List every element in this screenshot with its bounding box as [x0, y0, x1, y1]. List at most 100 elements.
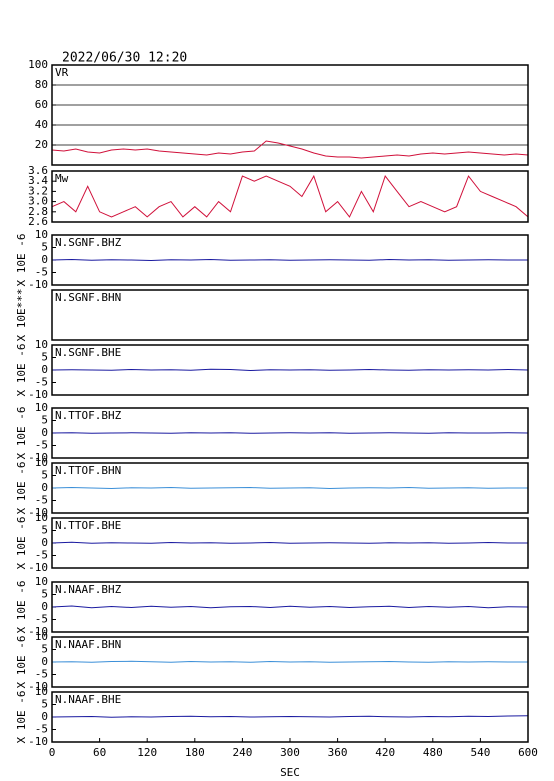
panel-label: N.NAAF.BHZ	[55, 583, 122, 596]
y-tick-label: 5	[41, 643, 48, 656]
x-tick-label: 180	[185, 746, 205, 759]
y-tick-label: -10	[28, 735, 48, 748]
y-tick-label: 0	[41, 536, 48, 549]
panel-frame	[51, 344, 529, 396]
panel-label: N.TTOF.BHN	[55, 464, 121, 477]
y-tick-label: 2.6	[28, 215, 48, 228]
panel-label: N.SGNF.BHZ	[55, 236, 122, 249]
y-tick-label: 5	[41, 241, 48, 254]
y-tick-label: 10	[35, 630, 48, 643]
y-tick-label: 5	[41, 588, 48, 601]
panel-frame	[51, 407, 529, 459]
panel-frame	[51, 636, 529, 688]
y-axis-label: X 10E -6	[15, 636, 28, 689]
x-tick-label: 120	[137, 746, 157, 759]
y-axis-label: X 10E -6	[15, 462, 28, 515]
data-line	[51, 258, 528, 262]
y-tick-label: -5	[35, 723, 48, 736]
y-tick-label: -5	[35, 549, 48, 562]
y-tick-label: 10	[35, 228, 48, 241]
y-tick-label: -5	[35, 494, 48, 507]
x-tick-label: 480	[423, 746, 443, 759]
data-line	[51, 368, 529, 372]
y-tick-label: 0	[41, 710, 48, 723]
page-title: 2022/06/30 12:20	[62, 51, 187, 66]
y-axis-label: X 10E -6	[15, 691, 28, 744]
panel-frame	[51, 581, 529, 633]
y-axis-label: X 10E -6	[15, 517, 28, 570]
y-tick-label: 10	[35, 511, 48, 524]
y-tick-label: 5	[41, 469, 48, 482]
data-line	[51, 541, 528, 544]
y-tick-label: 3.6	[28, 164, 48, 177]
y-tick-label: 0	[41, 426, 48, 439]
data-line	[51, 174, 529, 218]
y-axis-label: X 10E***	[15, 289, 28, 342]
y-tick-label: -5	[35, 613, 48, 626]
panel-frame	[51, 289, 529, 341]
y-tick-label: 10	[35, 338, 48, 351]
y-tick-label: 80	[35, 78, 48, 91]
y-tick-label: 100	[28, 58, 48, 71]
x-axis-label: SEC	[280, 766, 300, 779]
x-tick-label: 60	[93, 746, 106, 759]
y-tick-label: 20	[35, 138, 48, 151]
y-tick-label: -10	[28, 625, 48, 638]
y-tick-label: -5	[35, 668, 48, 681]
panel-label: N.TTOF.BHE	[55, 519, 121, 532]
y-tick-label: 10	[35, 575, 48, 588]
panel-label: N.NAAF.BHN	[55, 638, 121, 651]
y-tick-label: -10	[28, 561, 48, 574]
y-tick-label: 40	[35, 118, 48, 131]
panel-label: N.TTOF.BHZ	[55, 409, 122, 422]
x-tick-label: 600	[518, 746, 538, 759]
y-tick-label: -5	[35, 266, 48, 279]
y-tick-label: -10	[28, 451, 48, 464]
panel-label: N.NAAF.BHE	[55, 693, 121, 706]
panel-frame	[51, 234, 529, 286]
y-tick-label: 5	[41, 414, 48, 427]
x-tick-label: 300	[280, 746, 300, 759]
y-tick-label: -10	[28, 680, 48, 693]
panel-label: VR	[55, 66, 69, 79]
y-tick-label: 3.4	[28, 174, 48, 187]
y-tick-label: -10	[28, 388, 48, 401]
data-line	[51, 140, 529, 159]
x-tick-label: 360	[328, 746, 348, 759]
y-tick-label: 3.0	[28, 195, 48, 208]
y-axis-label: X 10E -6	[15, 581, 28, 634]
data-line	[51, 432, 529, 434]
y-tick-label: 0	[41, 600, 48, 613]
y-tick-label: 2.8	[28, 205, 48, 218]
y-axis-label: X 10E -6	[15, 407, 28, 460]
x-tick-label: 420	[375, 746, 395, 759]
y-tick-label: -5	[35, 376, 48, 389]
x-tick-label: 0	[49, 746, 56, 759]
x-tick-label: 540	[470, 746, 490, 759]
panel-frame	[51, 462, 529, 514]
data-line	[51, 660, 528, 663]
y-tick-label: 3.2	[28, 184, 48, 197]
x-tick-label: 240	[232, 746, 252, 759]
panel-label: N.SGNF.BHE	[55, 346, 121, 359]
y-tick-label: 5	[41, 351, 48, 364]
y-tick-label: 10	[35, 685, 48, 698]
y-tick-label: 10	[35, 456, 48, 469]
y-tick-label: 10	[35, 401, 48, 414]
y-tick-label: 5	[41, 524, 48, 537]
panel-frame	[51, 170, 529, 223]
y-tick-label: 0	[41, 253, 48, 266]
data-line	[51, 486, 528, 490]
panel-label: N.SGNF.BHN	[55, 291, 121, 304]
y-axis-label: X 10E -6	[15, 234, 28, 287]
panel-frame	[51, 64, 529, 166]
y-tick-label: 0	[41, 363, 48, 376]
y-tick-label: -10	[28, 278, 48, 291]
y-tick-label: 60	[35, 98, 48, 111]
data-line	[51, 715, 529, 718]
y-tick-label: -5	[35, 439, 48, 452]
y-tick-label: 0	[41, 655, 48, 668]
panel-label: Mw	[55, 172, 69, 185]
y-tick-label: 5	[41, 698, 48, 711]
